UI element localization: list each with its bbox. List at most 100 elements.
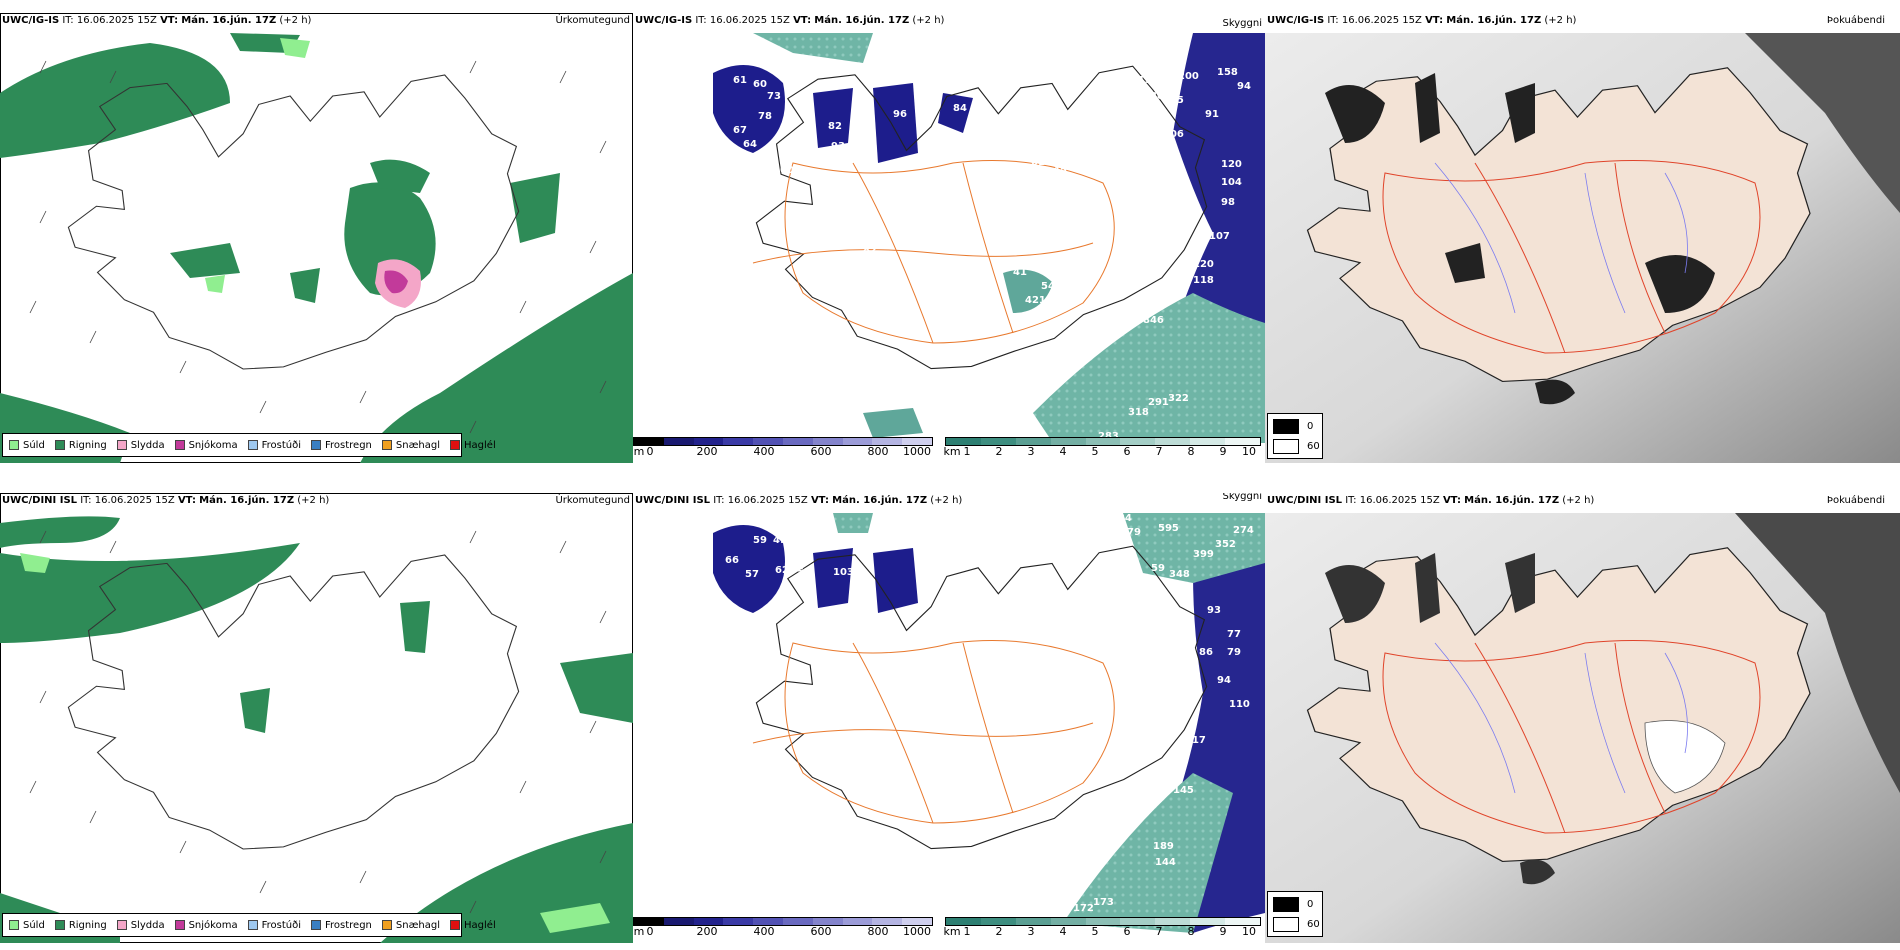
- fog-rivers: [1434, 642, 1688, 794]
- legend-item: Frostregn: [311, 440, 372, 451]
- visibility-unit: km: [943, 925, 961, 938]
- legend-item: Frostúði: [247, 440, 301, 451]
- tick-label: 8: [1187, 925, 1195, 938]
- drizzle-area: [20, 553, 610, 933]
- cloud-base-label: 120: [1093, 503, 1114, 514]
- visibility-colorbar: [945, 917, 1261, 926]
- cloud-base-label: 137: [1138, 75, 1159, 86]
- cloud-base-label: 93: [1207, 605, 1221, 616]
- cloud-base-label: 236: [1143, 91, 1164, 102]
- cloud-base-label: 134: [1111, 513, 1132, 524]
- it-value: 16.06.2025 15Z: [727, 495, 808, 506]
- cloud-base-label: 67: [733, 125, 747, 136]
- tick-label: 800: [867, 445, 889, 458]
- cloud-base-label: 82: [863, 245, 877, 256]
- legend-item: Slydda: [116, 440, 165, 451]
- legend-item: Snjókoma: [174, 440, 238, 451]
- cloud-base-label: 104: [1153, 143, 1174, 154]
- cloud-base-label: 283: [1098, 431, 1119, 442]
- cloud-base-label: 64: [743, 139, 757, 150]
- vt-label: VT:: [1442, 495, 1461, 506]
- cloud-base-colorbar: [633, 437, 933, 446]
- legend-item: Slydda: [116, 920, 165, 931]
- legend-item: Frostregn: [311, 920, 372, 931]
- cloud-base-label: 52: [925, 377, 939, 388]
- tick-label: 0: [646, 925, 654, 938]
- cloud-base-label: 62: [775, 565, 789, 576]
- model-name: UWC/IG-IS: [635, 15, 693, 26]
- panel-title-visibility: Skyggni: [1222, 18, 1262, 29]
- cloud-base-nw: [713, 525, 918, 613]
- header-row2-precip: UWC/DINI ISL IT: 16.06.2025 15Z VT: Mán.…: [2, 495, 329, 506]
- tick-label: 8: [1187, 445, 1195, 458]
- mid-vis-sea-east: [1033, 293, 1265, 443]
- legend-item: Rigning: [54, 920, 107, 931]
- vt-value: Mán. 16.jún. 17Z: [199, 495, 295, 506]
- rain-area-nw: [0, 33, 300, 158]
- tick-label: 0: [646, 445, 654, 458]
- tick-label: 200: [696, 925, 718, 938]
- model-name: UWC/DINI ISL: [2, 495, 78, 506]
- visibility-map-row2: 61 59 49 57 62 52 66 103 43 120 134 595 …: [713, 503, 1265, 933]
- it-label: IT:: [80, 495, 92, 506]
- cloud-base-colorbar: [633, 917, 933, 926]
- fog-legend-row2: 0 60: [1267, 891, 1323, 937]
- cloud-base-label: 61: [773, 517, 787, 528]
- vt-label: VT:: [160, 15, 179, 26]
- cloud-base-label: 52: [797, 567, 811, 578]
- tick-label: 400: [753, 925, 775, 938]
- cloud-base-label: 173: [1093, 897, 1114, 908]
- cloud-base-label: 86: [1199, 647, 1213, 658]
- cloud-base-label: 59: [753, 535, 767, 546]
- cloud-base-ticks: m 0 200 400 600 800 1000: [633, 445, 933, 461]
- fog-legend-label: 0: [1307, 899, 1314, 910]
- cloud-base-labels: 61 59 49 57 62 52 66 103 43 120 134 595 …: [725, 503, 1254, 914]
- cloud-base-label: 59: [1151, 563, 1165, 574]
- cloud-base-label: 120: [1148, 35, 1169, 46]
- fog-roads: [1382, 640, 1761, 834]
- cloud-base-label: 79: [1227, 647, 1241, 658]
- wind-barbs: [29, 530, 607, 914]
- header-row2-fog: UWC/DINI ISL IT: 16.06.2025 15Z VT: Mán.…: [1267, 495, 1594, 506]
- cloud-base-label: 73: [767, 91, 781, 102]
- tick-label: 2: [995, 445, 1003, 458]
- rain-area-south: [0, 653, 633, 943]
- tick-label: 4: [1059, 925, 1067, 938]
- cloud-base-label: 100: [773, 165, 794, 176]
- cloud-base-label: 322: [1168, 393, 1189, 404]
- cloud-base-label: 117: [1185, 735, 1206, 746]
- tick-label: 1: [963, 925, 971, 938]
- cloud-base-unit: m: [633, 445, 645, 458]
- vt-value: Mán. 16.jún. 17Z: [1464, 495, 1560, 506]
- cloud-base-label: 49: [773, 535, 787, 546]
- mid-vis-north: [753, 33, 873, 63]
- tick-label: 3: [1027, 445, 1035, 458]
- tick-label: 1000: [903, 925, 931, 938]
- cloud-base-labels: 55 61 60 73 78 67 64 75 82 93 100 96 84 …: [733, 35, 1251, 442]
- it-label: IT:: [1327, 15, 1339, 26]
- it-label: IT:: [695, 15, 707, 26]
- tick-label: 2: [995, 925, 1003, 938]
- rain-area-inland: [240, 601, 430, 733]
- tick-label: 600: [810, 925, 832, 938]
- legend-item: Súld: [9, 920, 45, 931]
- cloud-base-unit: m: [633, 925, 645, 938]
- model-name: UWC/IG-IS: [2, 15, 60, 26]
- cloud-base-nw: [713, 65, 973, 163]
- legend-item: Snæhagl: [381, 920, 440, 931]
- panel-title-fog: Þokuábendi: [1826, 495, 1885, 506]
- cloud-base-label: 189: [1153, 841, 1174, 852]
- roads: [752, 160, 1115, 344]
- cloud-base-label: 57: [745, 569, 759, 580]
- visibility-unit: km: [943, 445, 961, 458]
- cloud-base-label: 110: [1229, 699, 1250, 710]
- cloud-base-label: 118: [1193, 275, 1214, 286]
- cloud-base-label: 98: [1221, 197, 1235, 208]
- fog-panel-row2: UWC/DINI ISL IT: 16.06.2025 15Z VT: Mán.…: [1265, 493, 1900, 943]
- vt-label: VT:: [1425, 15, 1444, 26]
- tick-label: 9: [1219, 445, 1227, 458]
- precip-legend-row2: Súld Rigning Slydda Snjókoma Frostúði Fr…: [2, 913, 496, 937]
- wind-barbs: [29, 60, 607, 434]
- tick-label: 400: [753, 445, 775, 458]
- cloud-base-label: 352: [1215, 539, 1236, 550]
